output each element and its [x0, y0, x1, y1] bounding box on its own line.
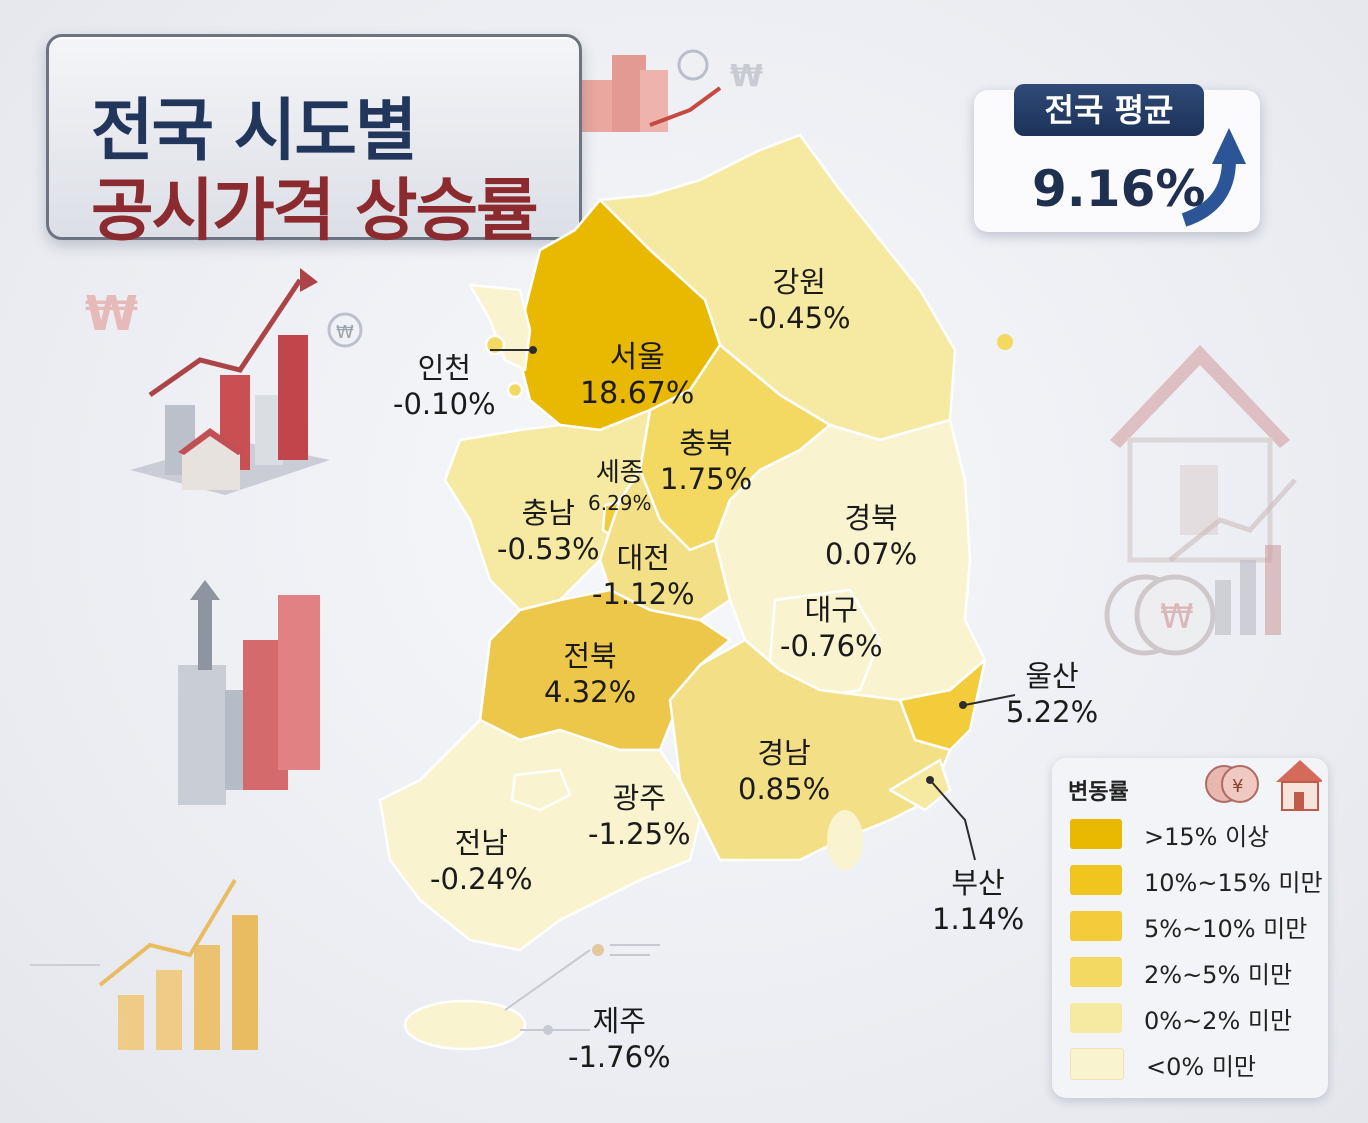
- legend-item: 0%~2% 미만: [1070, 998, 1292, 1038]
- legend-swatch: [1070, 819, 1122, 849]
- label-gyeongbuk-name: 경북: [844, 501, 898, 535]
- house-icon: [1110, 345, 1290, 563]
- arrow-up-icon: [1181, 128, 1246, 227]
- label-jeju-name: 제주: [592, 1004, 646, 1038]
- legend-label: 0%~2% 미만: [1144, 1006, 1293, 1035]
- label-gwangju: 광주 -1.25%: [588, 780, 691, 852]
- label-jeonbuk: 전북 4.32%: [544, 638, 636, 710]
- label-gyeongbuk: 경북 0.07%: [825, 500, 917, 572]
- label-incheon-name: 인천: [417, 351, 471, 385]
- title-line-2: 공시가격 상승률: [91, 172, 539, 251]
- label-busan-value: 1.14%: [932, 902, 1025, 936]
- label-busan: 부산 1.14%: [932, 865, 1024, 937]
- region-gwangju: [510, 768, 572, 812]
- svg-text:¥: ¥: [1232, 776, 1243, 797]
- legend-swatch: [1070, 1003, 1122, 1033]
- legend-swatch: [1070, 865, 1122, 895]
- label-incheon: 인천 -0.10%: [393, 350, 496, 422]
- national-average-label: 전국 평균: [1014, 84, 1204, 136]
- label-gyeongnam: 경남 0.85%: [738, 735, 830, 807]
- svg-text:₩: ₩: [730, 59, 763, 94]
- label-daejeon-value: -1.12%: [592, 577, 695, 611]
- label-ulsan: 울산 5.22%: [1006, 658, 1098, 730]
- label-daegu-name: 대구: [804, 593, 858, 627]
- label-jeonnam-value: -0.24%: [430, 862, 533, 896]
- legend-label: 5%~10% 미만: [1144, 914, 1308, 943]
- tall-bars-icon: [178, 580, 320, 805]
- legend-item: 2%~5% 미만: [1070, 952, 1292, 992]
- label-daejeon: 대전 -1.12%: [592, 540, 695, 612]
- legend-item: >15% 이상: [1070, 814, 1269, 854]
- label-jeju-value: -1.76%: [568, 1040, 671, 1074]
- label-chungnam-name: 충남: [521, 496, 575, 530]
- label-seoul-name: 서울: [609, 340, 665, 375]
- label-seoul-value: 18.67%: [580, 376, 695, 411]
- svg-text:₩: ₩: [1160, 597, 1194, 637]
- label-gyeongnam-value: 0.85%: [738, 772, 831, 806]
- label-ulsan-value: 5.22%: [1006, 695, 1099, 729]
- coin-house-icon: ¥: [1205, 760, 1322, 811]
- label-gangwon: 강원 -0.45%: [748, 264, 851, 336]
- label-gwangju-name: 광주: [612, 781, 666, 815]
- legend-label: <0% 미만: [1146, 1052, 1256, 1081]
- legend-label: >15% 이상: [1144, 822, 1270, 851]
- legend-item: 10%~15% 미만: [1070, 860, 1323, 900]
- legend-swatch: [1070, 911, 1122, 941]
- label-sejong: 세종 6.29%: [588, 458, 652, 518]
- national-average-card: 전국 평균 9.16%: [974, 84, 1260, 232]
- national-average-value: 9.16%: [1032, 160, 1206, 218]
- label-jeonbuk-value: 4.32%: [544, 675, 637, 709]
- svg-text:₩: ₩: [336, 322, 354, 343]
- title-box: 전국 시도별 공시가격 상승률: [46, 34, 582, 251]
- legend: 변동률 ¥ >15% 이상 10%~15% 미만 5%~10% 미만 2%~5%…: [1052, 758, 1328, 1098]
- label-jeonnam-name: 전남: [454, 826, 508, 860]
- label-chungnam: 충남 -0.53%: [497, 495, 600, 567]
- label-jeonbuk-name: 전북: [563, 639, 617, 673]
- region-incheon: [468, 283, 532, 372]
- building-icon: ₩: [582, 49, 763, 132]
- legend-label: 2%~5% 미만: [1144, 960, 1293, 989]
- label-gangwon-name: 강원: [772, 265, 826, 299]
- label-gwangju-value: -1.25%: [588, 817, 691, 851]
- region-jeju: [403, 999, 527, 1051]
- legend-item: 5%~10% 미만: [1070, 906, 1307, 946]
- label-seoul: 서울 18.67%: [580, 340, 694, 412]
- legend-label: 10%~15% 미만: [1144, 868, 1323, 897]
- label-daejeon-name: 대전: [616, 541, 670, 575]
- label-chungbuk: 충북 1.75%: [660, 425, 752, 497]
- label-daegu: 대구 -0.76%: [780, 592, 883, 664]
- label-chungnam-value: -0.53%: [497, 532, 600, 566]
- legend-swatch: [1070, 1048, 1124, 1080]
- label-gyeongnam-name: 경남: [757, 736, 811, 770]
- legend-title: 변동률: [1068, 780, 1129, 805]
- label-busan-name: 부산: [951, 866, 1005, 900]
- legend-swatch: [1070, 957, 1122, 987]
- legend-item: <0% 미만: [1070, 1044, 1256, 1084]
- label-jeonnam: 전남 -0.24%: [430, 825, 533, 897]
- label-gangwon-value: -0.45%: [748, 301, 851, 335]
- label-sejong-value: 6.29%: [588, 491, 652, 515]
- label-daegu-value: -0.76%: [780, 629, 883, 663]
- label-jeju: 제주 -1.76%: [568, 1003, 671, 1075]
- won-coin-icon: ₩: [1104, 478, 1297, 656]
- region-busan: [888, 758, 952, 812]
- region-jeonnam: [378, 718, 702, 952]
- label-chungbuk-value: 1.75%: [660, 462, 753, 496]
- bar-chart-house-icon: ₩ ₩: [85, 268, 363, 495]
- label-incheon-value: -0.10%: [393, 387, 496, 421]
- label-sejong-name: 세종: [595, 458, 644, 488]
- label-chungbuk-name: 충북: [679, 426, 733, 460]
- svg-text:₩: ₩: [85, 286, 138, 342]
- gold-bars-icon: [30, 878, 258, 1050]
- label-gyeongbuk-value: 0.07%: [825, 537, 918, 571]
- label-ulsan-name: 울산: [1025, 659, 1079, 693]
- title-line-1: 전국 시도별: [91, 92, 417, 171]
